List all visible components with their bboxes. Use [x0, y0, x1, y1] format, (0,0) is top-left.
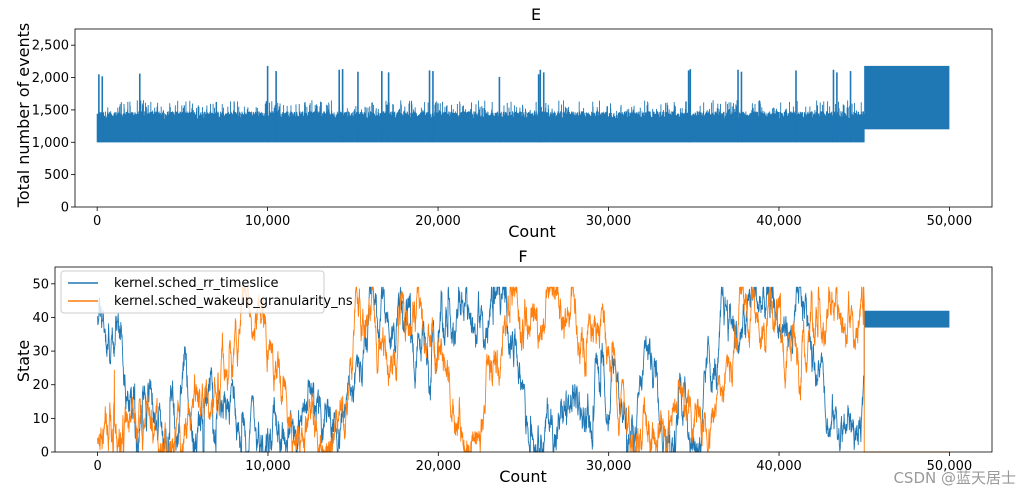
chart-e-x-tick-label-3: 30,000: [586, 214, 632, 229]
chart-e-x-axis-label: Count: [508, 222, 556, 241]
chart-e-y-tick-label-0: 0: [61, 201, 69, 216]
chart-f-y-tick-label-0: 0: [41, 446, 49, 461]
chart-e-x-tick-label-5: 50,000: [927, 214, 973, 229]
chart-f-x-tick-label-0: 0: [93, 459, 101, 474]
chart-f-title: F: [518, 247, 527, 266]
legend-label-series-1: kernel.sched_rr_timeslice: [114, 276, 279, 291]
chart-f-y-tick-label-4: 40: [32, 311, 49, 326]
chart-e-x-ticks: 0 10,000 20,000 30,000 40,000 50,000: [93, 207, 972, 229]
chart-e: E Total number of events Count 0 10,000 20…: [14, 5, 993, 241]
chart-f-x-ticks: 0 10,000 20,000 30,000 40,000 50,000: [93, 452, 972, 474]
chart-e-x-tick-label-0: 0: [93, 214, 101, 229]
chart-e-series-tail: [864, 65, 950, 130]
chart-f-series-tail-1: [864, 310, 950, 328]
chart-e-y-tick-label-1: 500: [44, 168, 69, 183]
chart-e-plot-area: [96, 65, 950, 143]
chart-f-y-tick-label-1: 10: [32, 412, 49, 427]
chart-f-series-line-2: [97, 286, 950, 453]
chart-e-x-tick-label-1: 10,000: [245, 214, 291, 229]
watermark-text: CSDN @蓝天居士: [893, 469, 1016, 487]
chart-f-frame: [54, 266, 993, 453]
chart-f-y-ticks: 0 10 20 30 40 50: [32, 277, 55, 461]
legend-label-series-2: kernel.sched_wakeup_granularity_ns: [114, 294, 353, 309]
chart-f-y-tick-label-3: 30: [32, 345, 49, 360]
chart-e-y-tick-label-2: 1,000: [32, 136, 69, 151]
chart-f-series-line-1: [97, 286, 865, 453]
chart-e-y-tick-label-4: 2,000: [32, 71, 69, 86]
chart-f-x-tick-label-1: 10,000: [245, 459, 291, 474]
chart-f-x-axis-label: Count: [499, 467, 547, 486]
chart-e-series-band: [97, 120, 865, 143]
chart-e-y-tick-label-3: 1,500: [32, 103, 69, 118]
chart-e-y-ticks: 0 500 1,000 1,500 2,000 2,500: [32, 39, 75, 216]
chart-f-x-tick-label-2: 20,000: [416, 459, 462, 474]
chart-e-x-tick-label-2: 20,000: [415, 214, 461, 229]
chart-f-x-tick-label-4: 40,000: [756, 459, 802, 474]
chart-f-legend: kernel.sched_rr_timeslice kernel.sched_w…: [60, 270, 353, 314]
chart-f-y-tick-label-5: 50: [32, 277, 49, 292]
legend-box: [60, 270, 325, 314]
chart-e-y-tick-label-5: 2,500: [32, 39, 69, 54]
chart-f-plot-area: [97, 286, 950, 453]
chart-e-title: E: [531, 5, 541, 24]
chart-e-frame: [74, 28, 993, 208]
chart-f-y-tick-label-2: 20: [32, 378, 49, 393]
chart-f-y-axis-label: State: [14, 340, 33, 382]
chart-f: F State Count 0 10,000 20,000 30,000 40,000 5…: [14, 247, 993, 486]
chart-e-y-axis-label: Total number of events: [14, 23, 33, 208]
chart-e-x-tick-label-4: 40,000: [756, 214, 802, 229]
chart-f-x-tick-label-5: 50,000: [927, 459, 973, 474]
chart-f-x-tick-label-3: 30,000: [586, 459, 632, 474]
